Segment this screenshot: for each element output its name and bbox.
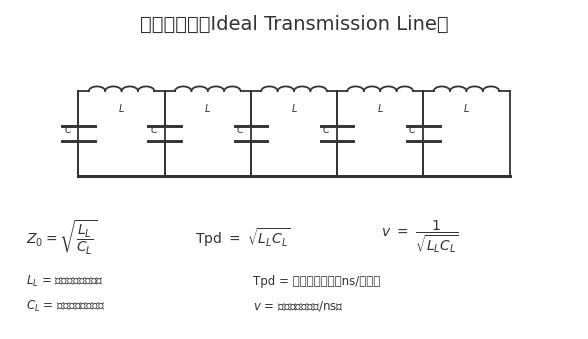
Text: $v$ = 传输速度（长度/ns）: $v$ = 传输速度（长度/ns）	[253, 299, 344, 313]
Text: C: C	[409, 125, 416, 135]
Text: C: C	[64, 125, 71, 135]
Text: L: L	[119, 104, 124, 115]
Text: L: L	[464, 104, 469, 115]
Text: $v\ =\ \dfrac{1}{\sqrt{L_L C_L}}$: $v\ =\ \dfrac{1}{\sqrt{L_L C_L}}$	[382, 219, 459, 256]
Text: $C_L$ = 单位长度上的电容: $C_L$ = 单位长度上的电容	[26, 299, 106, 314]
Text: L: L	[205, 104, 211, 115]
Text: $\mathrm{Tpd}\ =\ \sqrt{L_L C_L}$: $\mathrm{Tpd}\ =\ \sqrt{L_L C_L}$	[195, 227, 290, 249]
Text: C: C	[151, 125, 157, 135]
Text: L: L	[291, 104, 297, 115]
Text: C: C	[323, 125, 329, 135]
Text: 理想传输线（Ideal Transmission Line）: 理想传输线（Ideal Transmission Line）	[140, 15, 448, 34]
Text: Tpd = 单位长度延迟（ns/长度）: Tpd = 单位长度延迟（ns/长度）	[253, 275, 380, 288]
Text: L: L	[377, 104, 383, 115]
Text: $L_L$ = 单位长度上的电感: $L_L$ = 单位长度上的电感	[26, 274, 104, 289]
Text: C: C	[236, 125, 243, 135]
Text: $Z_0 = \sqrt{\dfrac{L_L}{C_L}}$: $Z_0 = \sqrt{\dfrac{L_L}{C_L}}$	[26, 219, 97, 257]
